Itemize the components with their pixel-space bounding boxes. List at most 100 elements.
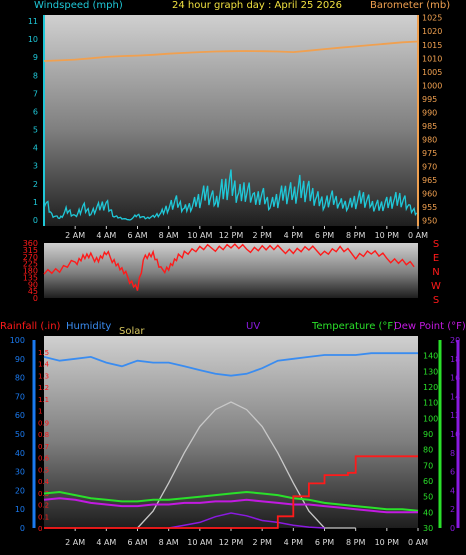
- barometer-tick-label: 990: [422, 108, 437, 117]
- direction-compass-label: E: [433, 253, 439, 264]
- rain-tick-label: 1: [38, 408, 42, 416]
- rain-tick-label: 1.2: [38, 384, 49, 392]
- plot-bg-wind: [44, 15, 418, 226]
- direction-tick-label: 0: [33, 294, 38, 303]
- wind-tick-label: 5: [33, 126, 38, 135]
- temp-tick-label: 110: [423, 399, 438, 408]
- barometer-tick-label: 950: [422, 217, 437, 226]
- x-tick-label: 4 PM: [284, 538, 303, 547]
- uv-tick-label: 18: [450, 355, 460, 364]
- direction-tick-label: 90: [28, 280, 38, 289]
- wind-tick-label: 8: [33, 71, 38, 80]
- uv-tick-label: 8: [450, 449, 455, 458]
- x-tick-label: 2 PM: [252, 538, 271, 547]
- dewpoint-line: [43, 497, 418, 514]
- barometer-tick-label: 980: [422, 135, 437, 144]
- humidity-tick-label: 100: [10, 336, 25, 345]
- temp-tick-label: 120: [423, 383, 438, 392]
- x-tick-label: 0 AM: [408, 538, 428, 547]
- x-tick-label: 6 AM: [127, 231, 147, 240]
- rain-tick-label: 0.9: [38, 419, 49, 427]
- x-tick-label: 12 PM: [219, 231, 244, 240]
- x-tick-label: 6 AM: [127, 538, 147, 547]
- uv-tick-label: 20: [450, 336, 460, 345]
- barometer-tick-label: 1020: [422, 27, 442, 36]
- windspeed-axis-label: Windspeed (mph): [34, 0, 123, 11]
- barometer-tick-label: 975: [422, 149, 437, 158]
- temp-tick-label: 140: [423, 352, 438, 361]
- direction-compass-label: S: [433, 295, 439, 306]
- temp-tick-label: 40: [423, 508, 433, 517]
- barometer-tick-label: 1015: [422, 41, 442, 50]
- x-tick-label: 2 AM: [65, 538, 85, 547]
- x-tick-label: 10 PM: [375, 231, 400, 240]
- barometer-tick-label: 1025: [422, 14, 442, 23]
- barometer-tick-label: 1005: [422, 68, 442, 77]
- uv-tick-label: 6: [450, 468, 455, 477]
- barometer-line: [43, 40, 419, 62]
- solar-label: Solar: [119, 326, 145, 337]
- x-tick-label: 8 AM: [159, 538, 179, 547]
- x-tick-label: 10 AM: [187, 538, 212, 547]
- temp-tick-label: 100: [423, 414, 438, 423]
- x-tick-label: 10 PM: [375, 538, 400, 547]
- dewpoint-axis-label: Dew Point (°F): [394, 321, 466, 332]
- x-tick-label: 4 AM: [96, 538, 116, 547]
- rain-tick-label: 0.3: [38, 490, 49, 498]
- wind-tick-label: 4: [33, 144, 38, 153]
- rain-tick-label: 0.4: [38, 478, 50, 486]
- direction-tick-label: 135: [23, 273, 38, 282]
- direction-tick-label: 225: [23, 260, 38, 269]
- direction-tick-label: 45: [28, 287, 38, 296]
- wind-tick-label: 1: [33, 198, 38, 207]
- plot-bg-bottom: [44, 336, 418, 528]
- x-tick-label: 4 PM: [284, 231, 303, 240]
- direction-tick-label: 360: [23, 239, 38, 248]
- uv-line: [168, 512, 325, 529]
- wind-tick-label: 0: [33, 216, 38, 225]
- direction-compass-label: S: [433, 239, 439, 250]
- wind-direction-line: [43, 243, 415, 291]
- barometer-tick-label: 970: [422, 162, 437, 171]
- temp-tick-label: 70: [423, 461, 433, 470]
- wind-tick-label: 2: [33, 180, 38, 189]
- rainfall-axis-label: Rainfall (.in): [0, 321, 61, 332]
- x-tick-label: 8 AM: [159, 231, 179, 240]
- humidity-tick-label: 0: [20, 524, 25, 533]
- rain-tick-label: 0.2: [38, 502, 49, 510]
- plot-bg-direction: [44, 243, 418, 298]
- temperature-axis-label: Temperature (°F): [312, 321, 398, 332]
- temp-tick-label: 50: [423, 493, 433, 502]
- wind-tick-label: 9: [33, 53, 38, 62]
- barometer-axis-label: Barometer (mb): [370, 0, 451, 11]
- uv-tick-label: 14: [450, 392, 460, 401]
- x-tick-label: 8 PM: [346, 538, 365, 547]
- humidity-line: [43, 352, 418, 377]
- solar-curve: [137, 401, 356, 529]
- x-tick-label: 10 AM: [187, 231, 212, 240]
- direction-tick-label: 270: [23, 253, 38, 262]
- direction-compass-label: W: [431, 281, 441, 292]
- barometer-tick-label: 995: [422, 95, 437, 104]
- x-tick-label: 0 AM: [408, 231, 428, 240]
- humidity-tick-label: 10: [15, 505, 25, 514]
- uv-tick-label: 0: [450, 524, 455, 533]
- wind-tick-label: 6: [33, 107, 38, 116]
- temp-tick-label: 90: [423, 430, 433, 439]
- rain-tick-label: 0.8: [38, 431, 49, 439]
- x-tick-label: 6 PM: [315, 538, 334, 547]
- barometer-tick-label: 960: [422, 190, 437, 199]
- humidity-axis-label: Humidity: [66, 321, 112, 332]
- x-tick-label: 4 AM: [96, 231, 116, 240]
- rain-tick-label: 0.6: [38, 455, 50, 463]
- barometer-tick-label: 955: [422, 203, 437, 212]
- x-tick-label: 6 PM: [315, 231, 334, 240]
- barometer-tick-label: 1000: [422, 81, 442, 90]
- rain-tick-label: 0.5: [38, 466, 49, 474]
- temp-tick-label: 30: [423, 524, 433, 533]
- humidity-tick-label: 90: [15, 355, 25, 364]
- uv-tick-label: 4: [450, 486, 455, 495]
- temperature-line: [43, 490, 419, 512]
- wind-tick-label: 7: [33, 89, 38, 98]
- temp-tick-label: 80: [423, 446, 433, 455]
